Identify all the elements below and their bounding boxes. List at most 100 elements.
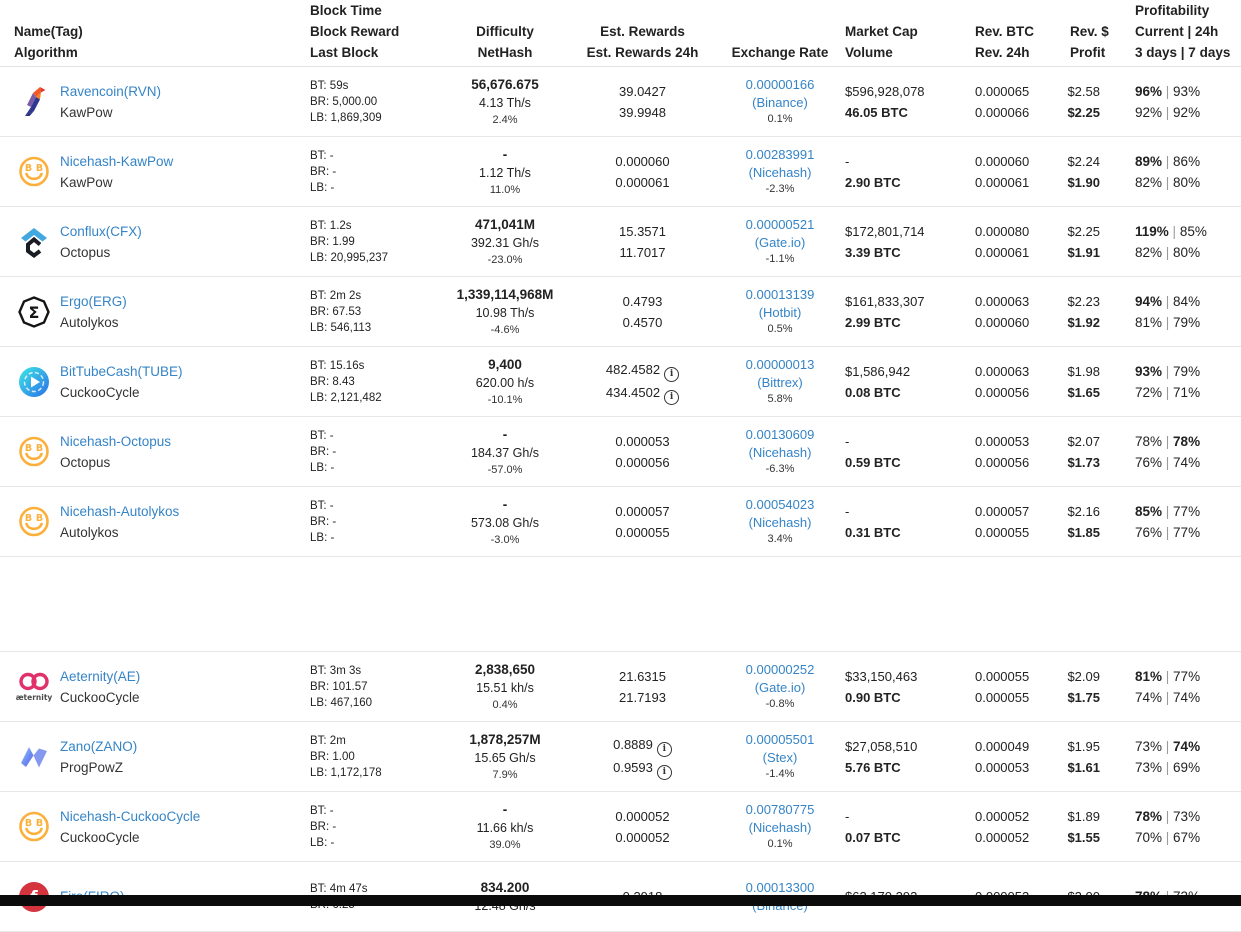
block-info-cell: BT: 59s BR: 5,000.00 LB: 1,869,309 [310,78,440,126]
rev-usd-cell: $1.95 $1.61 [1057,736,1119,778]
coin-link[interactable]: Nicehash-KawPow [60,153,174,169]
nethash-change: 2.4% [492,114,518,126]
rev-btc: 0.000049 [975,738,1030,754]
profitability-24h: 84% [1173,293,1201,309]
coin-link[interactable]: Ergo(ERG) [60,293,127,309]
nethash-value: 10.98 Th/s [475,306,535,320]
exchange-rate-link[interactable]: 0.00000013 [745,357,815,372]
profitability-cell: 119% | 85% 82% | 80% [1135,223,1207,260]
difficulty-value: 834.200 [480,879,530,895]
rev-usd-cell: $2.07 $1.73 [1057,431,1119,473]
profit: $2.25 [1067,104,1100,120]
info-icon[interactable]: i [664,366,680,382]
difficulty-value: 9,400 [488,357,522,372]
market-cap: $1,586,942 [845,363,911,379]
rev-btc-24h: 0.000066 [975,104,1030,120]
exchange-name-link[interactable]: (Nicehash) [748,515,812,530]
est-reward-24h: 0.000055 [615,524,670,540]
info-icon[interactable]: i [656,764,672,780]
market-cap-cell: - 0.31 BTC [845,501,975,543]
difficulty-value: 2,838,650 [474,662,536,677]
profitability-3d: 82% [1135,174,1163,190]
exchange-name-link[interactable]: (Gate.io) [754,680,806,695]
est-reward: 39.0427 [619,83,666,99]
exchange-rate-link[interactable]: 0.00013300 [745,879,815,895]
profitability-24h: 74% [1173,738,1201,754]
coin-link[interactable]: Aeternity(AE) [60,668,141,684]
profitability-7d: 67% [1173,829,1201,845]
exchange-name-link[interactable]: (Binance) [752,95,808,110]
coin-algorithm: CuckooCycle [60,384,140,400]
exchange-rate-cell: 0.00130609 (Nicehash) -6.3% [715,426,845,477]
block-info-cell: BT: 3m 3s BR: 101.57 LB: 467,160 [310,663,440,711]
coin-link[interactable]: Nicehash-Autolykos [60,503,180,519]
exchange-rate-link[interactable]: 0.00780775 [745,802,815,817]
exchange-name-link[interactable]: (Gate.io) [754,235,806,250]
block-info-cell: BT: - BR: - LB: - [310,428,440,476]
coin-link[interactable]: Nicehash-Octopus [60,433,172,449]
exchange-rate-link[interactable]: 0.00130609 [745,427,815,442]
block-time: BT: 15.16s [310,359,365,372]
rev-usd: $2.23 [1067,293,1100,309]
last-block: LB: 20,995,237 [310,251,389,264]
rev-usd: $2.24 [1067,153,1100,169]
coin-table-body: Ravencoin(RVN) KawPow BT: 59s BR: 5,000.… [0,67,1241,932]
exchange-rate-link[interactable]: 0.00013139 [745,287,815,302]
difficulty-value: 56,676.675 [471,77,539,92]
table-row: BitTubeCash(TUBE) CuckooCycle BT: 15.16s… [0,347,1241,417]
coin-link[interactable]: Zano(ZANO) [60,738,138,754]
info-icon[interactable]: i [656,741,672,757]
exchange-name-link[interactable]: (Bittrex) [757,375,803,390]
est-reward: 0.000053 [615,433,670,449]
coin-link[interactable]: Nicehash-CuckooCycle [60,808,201,824]
aeternity-logo-icon: æternity [14,670,54,704]
market-cap-cell: - 0.07 BTC [845,806,975,848]
last-block: LB: 1,172,178 [310,766,382,779]
coin-link[interactable]: BitTubeCash(TUBE) [60,363,183,379]
exchange-rate-link[interactable]: 0.00000521 [745,217,815,232]
svg-text:B: B [36,513,43,524]
exchange-name-link[interactable]: (Hotbit) [758,305,802,320]
exchange-name-link[interactable]: (Nicehash) [748,165,812,180]
rev-btc-24h: 0.000060 [975,314,1030,330]
info-icon[interactable]: i [664,389,680,405]
nethash-change: -4.6% [490,324,520,336]
exchange-name-link[interactable]: (Stex) [762,750,798,765]
rev-btc: 0.000055 [975,668,1030,684]
exchange-name-link[interactable]: (Nicehash) [748,820,812,835]
coin-link[interactable]: Conflux(CFX) [60,223,142,239]
market-cap: - [845,808,850,824]
exchange-rate-link[interactable]: 0.00005501 [745,732,815,747]
coin-cell: BitTubeCash(TUBE) CuckooCycle [14,361,310,403]
zano-logo-icon [14,740,54,774]
exchange-rate-link[interactable]: 0.00283991 [745,147,815,162]
block-time: BT: - [310,149,334,162]
header-block-info: Block Time Block Reward Last Block [310,3,400,60]
est-reward: 482.4582 [605,361,661,377]
profitability-3d: 92% [1135,104,1163,120]
profit: $1.73 [1067,454,1100,470]
profitability-current: 78% [1135,433,1163,449]
rev-btc: 0.000080 [975,223,1030,239]
block-reward: BR: 8.43 [310,375,355,388]
profitability-24h: 86% [1173,153,1201,169]
nethash-value: 15.51 kh/s [476,681,534,695]
est-rewards-cell: 15.3571i 11.7017i [570,221,715,263]
block-time: BT: 59s [310,79,349,92]
nethash-value: 4.13 Th/s [479,96,531,110]
est-reward-24h: 0.000056 [615,454,670,470]
coin-link[interactable]: Ravencoin(RVN) [60,83,162,99]
exchange-rate-link[interactable]: 0.00000166 [745,77,815,92]
exchange-name-link[interactable]: (Nicehash) [748,445,812,460]
rev-btc-24h: 0.000052 [975,829,1030,845]
exchange-rate-link[interactable]: 0.00054023 [745,497,815,512]
rev-btc-24h: 0.000061 [975,244,1030,260]
exchange-rate-link[interactable]: 0.00000252 [745,662,815,677]
nethash-change: -23.0% [487,254,523,266]
profitability-cell: 96% | 93% 92% | 92% [1135,83,1201,120]
